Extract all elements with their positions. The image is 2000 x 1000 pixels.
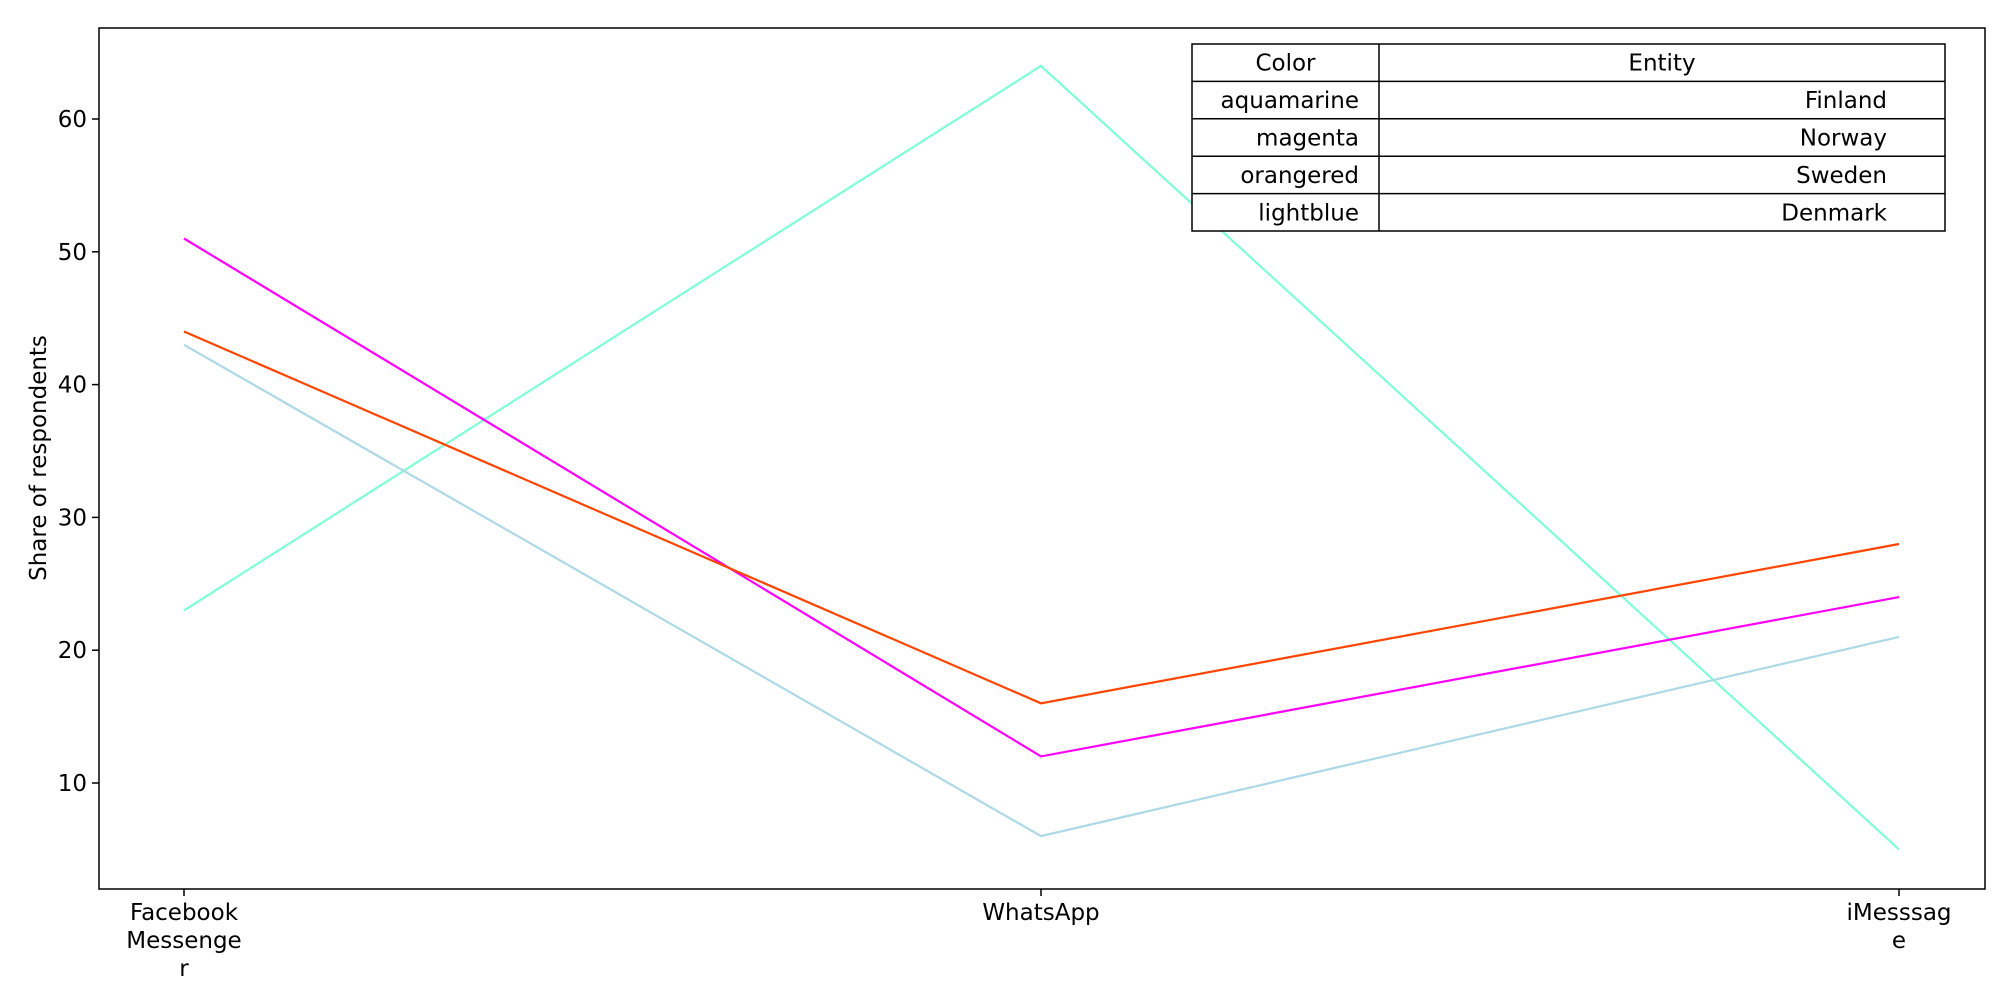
legend-color-cell: aquamarine <box>1221 88 1359 114</box>
x-axis-ticks: Facebook Messenge r WhatsApp iMesssag e <box>126 889 1952 982</box>
plot-frame <box>98 27 1986 890</box>
legend-color-cell: orangered <box>1240 163 1359 189</box>
series-line-norway <box>183 237 1900 758</box>
y-tick-label: 10 <box>58 771 87 797</box>
series-line-sweden <box>183 330 1900 705</box>
x-tick-label: WhatsApp <box>982 900 1099 926</box>
legend-header-cell: Entity <box>1628 51 1695 77</box>
legend-entity-cell: Norway <box>1800 126 1887 152</box>
legend-table-frame <box>1191 43 1946 232</box>
legend-entity-cell: Denmark <box>1781 200 1887 226</box>
y-axis-label: Share of respondents <box>26 335 52 581</box>
y-tick-label: 40 <box>58 373 87 399</box>
legend-header-cell: Color <box>1255 51 1316 77</box>
legend-table: Color Entity aquamarine Finland magenta Norwa… <box>1191 43 1946 232</box>
x-tick-label: iMesssag e <box>1846 900 1951 954</box>
legend-color-cell: magenta <box>1256 126 1359 152</box>
series-layer <box>183 64 1900 851</box>
legend-entity-cell: Finland <box>1805 88 1887 114</box>
legend-color-cell: lightblue <box>1258 200 1359 226</box>
y-tick-label: 50 <box>58 240 87 266</box>
series-line-finland <box>183 64 1900 851</box>
y-tick-label: 30 <box>58 505 87 531</box>
y-axis-ticks: 10 20 30 40 50 60 <box>58 107 99 797</box>
legend-entity-cell: Sweden <box>1796 163 1887 189</box>
x-tick-label: Facebook Messenge r <box>126 900 241 982</box>
y-tick-label: 60 <box>58 107 87 133</box>
series-line-denmark <box>183 343 1900 838</box>
y-tick-label: 20 <box>58 638 87 664</box>
